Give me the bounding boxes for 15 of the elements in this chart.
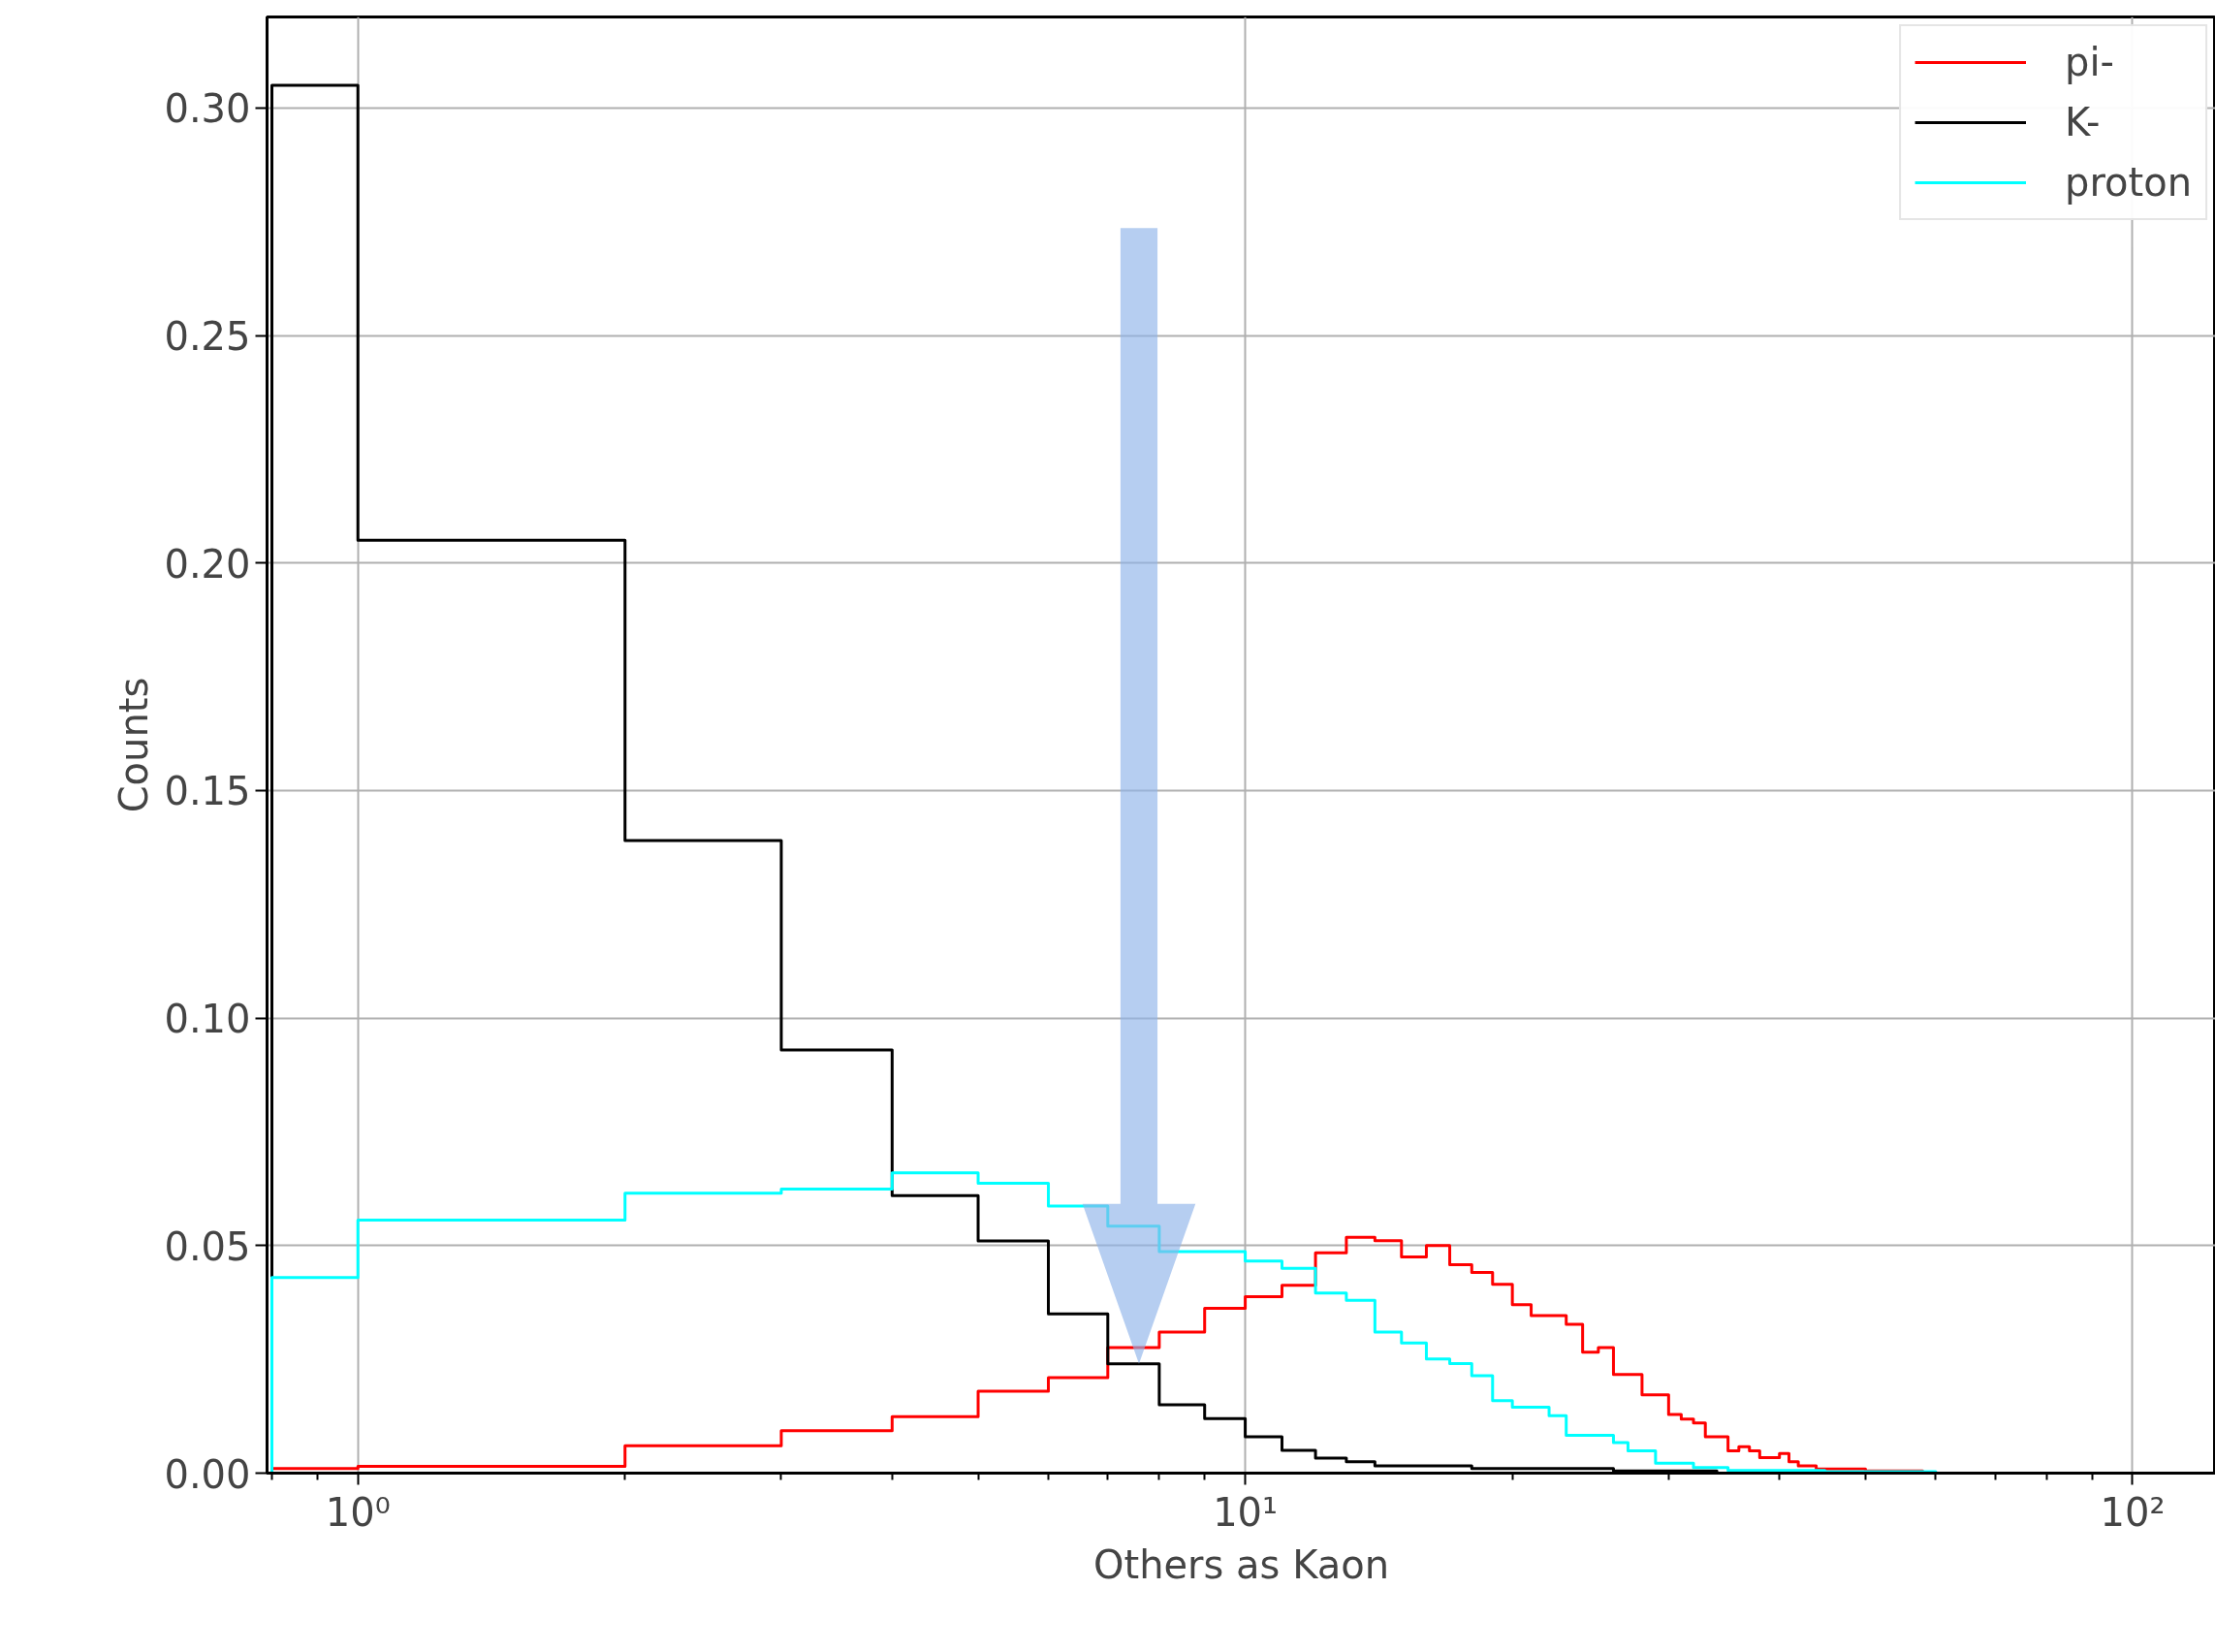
y-tick-label: 0.20 [164, 541, 251, 587]
y-tick-label: 0.25 [164, 314, 251, 360]
y-tick-label: 0.15 [164, 769, 251, 814]
legend-label: K- [2065, 100, 2101, 144]
x-tick-label: 10² [2100, 1489, 2166, 1535]
legend-label: proton [2065, 160, 2192, 205]
y-tick-label: 0.00 [164, 1451, 251, 1497]
y-axis-title: Counts [111, 677, 157, 813]
y-tick-label: 0.30 [164, 86, 251, 132]
legend-label: pi- [2065, 40, 2114, 84]
y-tick-label: 0.05 [164, 1223, 251, 1269]
x-axis-title: Others as Kaon [1092, 1541, 1390, 1587]
x-tick-label: 10⁰ [325, 1489, 391, 1535]
x-tick-label: 10¹ [1213, 1489, 1279, 1535]
y-tick-label: 0.10 [164, 997, 251, 1042]
